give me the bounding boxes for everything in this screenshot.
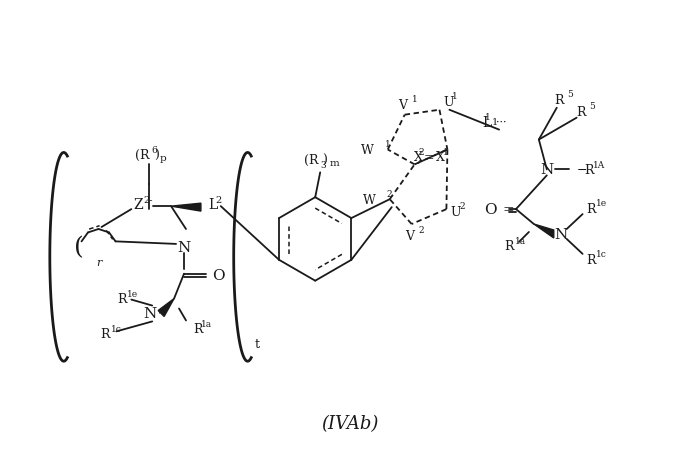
Text: r: r [96,257,101,267]
Text: 1a: 1a [201,319,212,328]
Text: R: R [193,322,202,335]
Text: C: C [183,269,185,270]
Text: R: R [100,327,109,340]
Text: 1c: 1c [111,324,121,333]
Text: X: X [435,151,444,163]
Text: R: R [554,94,564,107]
Text: N: N [143,307,156,321]
Text: 1: 1 [385,140,391,149]
Text: 1a: 1a [515,237,526,246]
Text: p: p [159,154,166,162]
Text: R: R [117,292,127,305]
Text: R: R [576,106,585,119]
Text: m: m [330,158,340,168]
Text: R: R [584,163,594,176]
Text: ): ) [154,149,159,162]
Text: Z: Z [133,198,143,212]
Text: 1e: 1e [127,290,139,298]
Text: R: R [587,254,596,267]
Text: 1: 1 [412,95,417,104]
Polygon shape [534,224,554,238]
Text: ): ) [322,154,327,167]
Text: 1: 1 [485,113,491,122]
Text: (: ( [74,236,83,259]
Text: ···: ··· [496,118,507,128]
Text: X: X [414,151,423,163]
Polygon shape [171,204,201,212]
Text: N: N [540,163,554,177]
Text: L: L [482,115,491,129]
Text: U: U [443,96,454,109]
Text: (IVAb): (IVAb) [321,414,379,432]
Text: 2: 2 [387,189,393,198]
Text: R: R [505,240,514,253]
Text: =: = [424,151,434,163]
Text: 1: 1 [492,118,498,127]
Text: N: N [177,241,190,254]
Text: ''': ''' [158,309,167,318]
Text: O: O [212,268,225,282]
Text: 2: 2 [459,201,465,210]
Text: 1c: 1c [596,250,606,259]
Text: V: V [398,99,407,112]
Text: (R: (R [304,154,318,167]
Text: (R: (R [134,149,149,162]
Text: 2: 2 [419,148,424,157]
Text: 6: 6 [151,146,157,155]
Text: N: N [554,228,567,241]
Text: −: − [577,163,587,176]
Text: W: W [361,144,374,157]
Text: 1e: 1e [596,198,607,207]
Text: W: W [363,193,376,206]
Text: 2-: 2- [144,195,153,204]
Text: 2: 2 [216,195,222,204]
Text: 1: 1 [443,148,449,157]
Text: 5: 5 [568,90,573,99]
Text: 1A: 1A [592,161,605,169]
Polygon shape [158,299,174,317]
Text: 3: 3 [320,161,326,169]
Text: O: O [484,203,497,217]
Text: 5: 5 [589,102,596,111]
Text: L: L [208,198,217,212]
Text: 2: 2 [419,226,424,235]
Text: V: V [405,230,414,243]
Text: =: = [502,203,514,217]
Text: 1: 1 [452,92,458,101]
Text: t: t [255,337,260,350]
Text: U: U [450,205,461,218]
Text: R: R [587,202,596,215]
